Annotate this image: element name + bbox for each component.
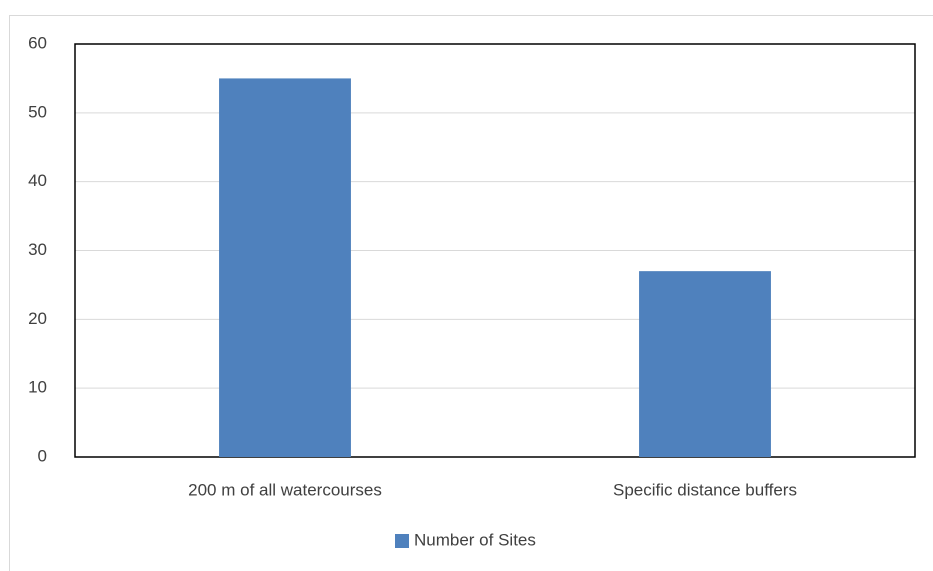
x-tick-label: Specific distance buffers xyxy=(613,480,797,499)
chart-frame xyxy=(9,15,933,571)
y-tick-label: 60 xyxy=(28,33,47,52)
y-tick-label: 10 xyxy=(28,378,47,397)
y-tick-label: 30 xyxy=(28,240,47,259)
y-tick-label: 0 xyxy=(38,446,47,465)
legend-label: Number of Sites xyxy=(414,530,536,549)
y-tick-label: 20 xyxy=(28,309,47,328)
y-tick-label: 50 xyxy=(28,102,47,121)
x-tick-label: 200 m of all watercourses xyxy=(188,480,382,499)
plot-border xyxy=(74,43,916,458)
bar xyxy=(639,271,771,457)
y-tick-label: 40 xyxy=(28,171,47,190)
bar xyxy=(219,78,351,458)
legend-swatch xyxy=(395,534,409,548)
